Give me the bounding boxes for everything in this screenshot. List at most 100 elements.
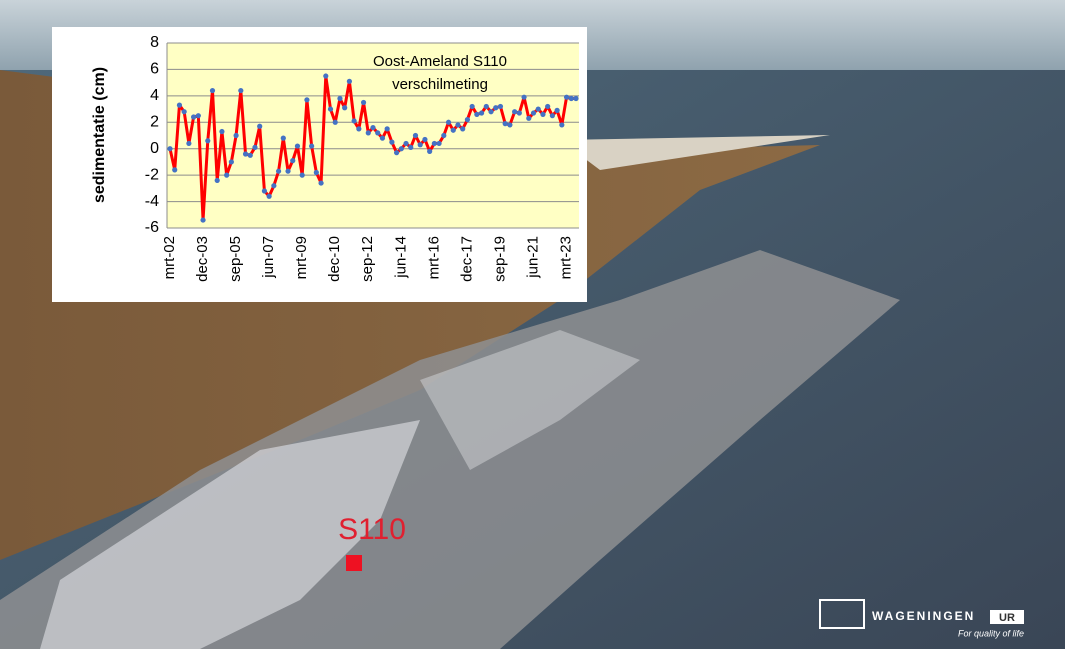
- data-point: [563, 94, 570, 100]
- logo-name: WAGENINGEN: [872, 609, 975, 623]
- y-tick-label: 8: [150, 34, 159, 51]
- logo-suffix-box: [990, 610, 1024, 624]
- data-point: [313, 169, 319, 176]
- data-point: [233, 132, 239, 139]
- data-point: [242, 151, 249, 157]
- data-point: [275, 168, 282, 174]
- data-point: [379, 135, 386, 141]
- data-point: [304, 97, 310, 103]
- data-point: [507, 122, 513, 128]
- data-point: [549, 113, 555, 119]
- data-point: [521, 94, 527, 100]
- data-point: [290, 158, 296, 164]
- x-tick-label: mrt-09: [293, 236, 310, 279]
- data-point: [191, 114, 197, 120]
- data-point: [200, 217, 206, 223]
- data-point: [516, 110, 522, 116]
- logo: WAGENINGEN UR For quality of life: [819, 599, 1024, 638]
- x-tick-label: mrt-23: [558, 236, 575, 279]
- data-point: [530, 110, 537, 116]
- data-point: [502, 121, 508, 127]
- data-point: [512, 109, 518, 115]
- data-point: [247, 152, 253, 158]
- data-point: [252, 144, 258, 150]
- y-tick-label: 4: [150, 87, 159, 104]
- data-point: [568, 95, 574, 102]
- x-tick-label: jun-07: [260, 236, 277, 279]
- data-point: [266, 193, 272, 199]
- data-point: [375, 130, 381, 136]
- y-tick-label: -6: [145, 219, 159, 236]
- data-point: [554, 107, 560, 113]
- data-point: [285, 168, 291, 174]
- data-point: [455, 122, 461, 128]
- data-point: [497, 103, 504, 110]
- data-point: [417, 142, 423, 148]
- y-tick-label: 6: [150, 61, 159, 78]
- site-label: S110: [338, 513, 406, 546]
- data-point: [540, 111, 546, 117]
- x-tick-label: jun-14: [392, 236, 409, 279]
- data-point: [370, 124, 376, 131]
- y-axis-label: sedimentatie (cm): [91, 67, 108, 203]
- data-point: [205, 138, 211, 144]
- data-point: [176, 102, 183, 108]
- data-point: [545, 103, 551, 110]
- data-point: [214, 177, 220, 184]
- data-point: [209, 87, 216, 94]
- data-point: [483, 103, 489, 110]
- data-point: [488, 109, 494, 115]
- data-point: [436, 140, 442, 147]
- x-tick-label: sep-05: [227, 236, 244, 282]
- chart: Oost-Ameland S110 verschilmeting sedimen…: [91, 34, 579, 282]
- data-point: [186, 140, 192, 147]
- x-tick-label: mrt-16: [425, 236, 442, 279]
- data-point: [309, 143, 315, 149]
- data-point: [261, 188, 268, 194]
- data-point: [332, 119, 338, 125]
- chart-subtitle: verschilmeting: [392, 76, 488, 93]
- data-point: [408, 144, 414, 150]
- data-point: [469, 103, 475, 110]
- x-tick-label: sep-12: [359, 236, 376, 282]
- data-point: [181, 109, 187, 115]
- data-point: [299, 172, 305, 178]
- logo-suffix: UR: [999, 612, 1015, 624]
- data-point: [398, 146, 404, 152]
- data-point: [403, 140, 409, 147]
- data-point: [474, 111, 480, 117]
- data-point: [294, 143, 301, 149]
- data-point: [356, 126, 362, 132]
- y-tick-label: -4: [145, 193, 159, 210]
- y-tick-label: 2: [150, 114, 159, 131]
- data-point: [219, 128, 225, 135]
- data-point: [337, 95, 343, 102]
- data-point: [559, 122, 565, 128]
- data-point: [167, 146, 173, 152]
- data-point: [318, 180, 324, 186]
- data-point: [238, 87, 244, 94]
- data-point: [464, 117, 471, 123]
- data-point: [394, 150, 400, 156]
- logo-tagline: For quality of life: [958, 628, 1024, 638]
- data-point: [323, 73, 329, 79]
- data-point: [445, 119, 452, 125]
- data-point: [224, 172, 230, 178]
- data-point: [535, 106, 541, 112]
- data-point: [271, 183, 277, 189]
- data-point: [573, 95, 579, 102]
- data-point: [195, 113, 201, 119]
- data-point: [327, 106, 334, 112]
- data-point: [526, 115, 532, 121]
- data-point: [412, 132, 419, 139]
- data-point: [460, 126, 466, 132]
- data-point: [257, 123, 263, 129]
- y-tick-label: -2: [145, 166, 159, 183]
- logo-icon: [819, 599, 865, 629]
- y-tick-label: 0: [150, 140, 159, 157]
- photo-flats-light: [40, 420, 420, 649]
- data-point: [441, 132, 447, 139]
- data-point: [365, 130, 371, 136]
- data-point: [422, 136, 428, 143]
